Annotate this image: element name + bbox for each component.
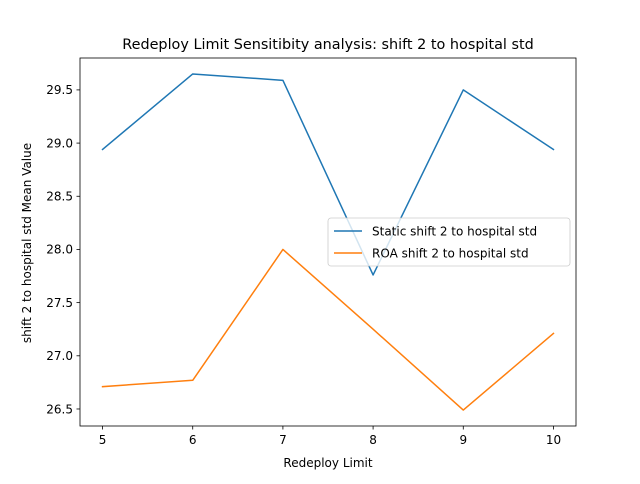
x-axis-label: Redeploy Limit (283, 456, 372, 470)
legend-label-1: ROA shift 2 to hospital std (372, 247, 529, 261)
y-tick-label: 29.0 (46, 136, 73, 150)
y-tick-label: 29.5 (46, 83, 73, 97)
x-tick-label: 6 (189, 433, 197, 447)
x-tick-label: 7 (279, 433, 287, 447)
y-tick-label: 28.0 (46, 243, 73, 257)
series-layer (101, 73, 555, 411)
plot-frame (79, 57, 577, 427)
y-tick-label: 26.5 (46, 402, 73, 416)
x-tick-label: 5 (99, 433, 107, 447)
x-tick-label: 9 (459, 433, 467, 447)
y-tick-label: 27.0 (46, 349, 73, 363)
legend-label-0: Static shift 2 to hospital std (372, 225, 537, 239)
series-line-1 (101, 248, 555, 411)
x-tick-label: 10 (546, 433, 561, 447)
legend-box (327, 217, 571, 267)
x-tick-label: 8 (369, 433, 377, 447)
series-line-0 (101, 73, 555, 276)
chart-title: Redeploy Limit Sensitibity analysis: shi… (122, 37, 534, 53)
axes-layer: 5 6 7 8 9 10 26.5 27.0 27.5 28.0 28.5 29.0 29.5 (46, 57, 577, 447)
y-axis-label: shift 2 to hospital std Mean Value (20, 143, 34, 343)
y-tick-label: 27.5 (46, 296, 73, 310)
y-tick-label: 28.5 (46, 190, 73, 204)
legend: Static shift 2 to hospital std ROA shift … (327, 217, 571, 267)
